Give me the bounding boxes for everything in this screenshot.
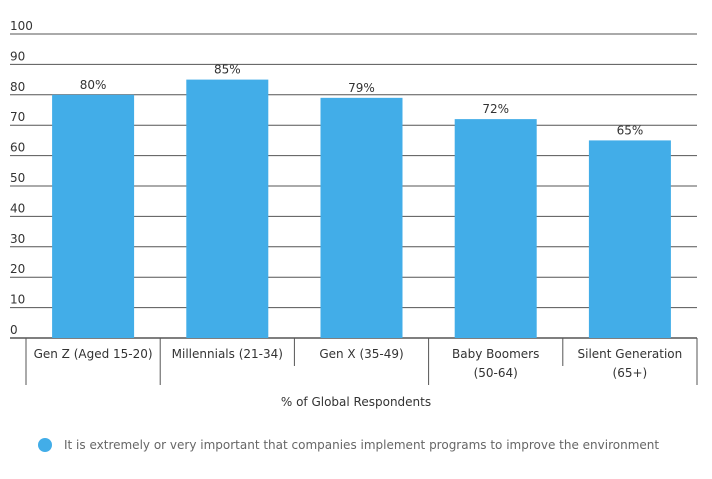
x-tick-label: Gen X (35-49) <box>319 347 403 361</box>
data-label: 80% <box>80 78 107 92</box>
bar <box>186 79 269 338</box>
y-tick-label: 50 <box>10 171 25 185</box>
y-tick-label: 40 <box>10 201 25 215</box>
legend: It is extremely or very important that c… <box>38 438 659 452</box>
bar <box>52 94 135 338</box>
y-tick-label: 10 <box>10 293 25 307</box>
y-tick-label: 80 <box>10 80 25 94</box>
data-label: 72% <box>482 102 509 116</box>
data-label: 65% <box>617 123 644 137</box>
legend-label: It is extremely or very important that c… <box>64 438 660 452</box>
x-tick-label: Gen Z (Aged 15-20) <box>34 347 153 361</box>
data-label: 79% <box>348 81 375 95</box>
bar <box>320 97 403 338</box>
y-tick-label: 70 <box>10 110 25 124</box>
y-tick-label: 60 <box>10 141 25 155</box>
x-tick-label: (65+) <box>613 366 648 380</box>
data-label: 85% <box>214 63 241 77</box>
x-tick-label: Silent Generation <box>578 347 683 361</box>
bar <box>588 140 671 338</box>
y-tick-label: 20 <box>10 262 25 276</box>
bar <box>454 119 537 339</box>
x-tick-label: (50-64) <box>474 366 518 380</box>
x-axis-title: % of Global Respondents <box>281 395 431 409</box>
y-tick-label: 90 <box>10 49 25 63</box>
y-tick-label: 0 <box>10 323 18 337</box>
x-tick-label: Baby Boomers <box>452 347 539 361</box>
y-tick-label: 30 <box>10 232 25 246</box>
y-tick-label: 100 <box>10 19 33 33</box>
x-tick-label: Millennials (21-34) <box>172 347 283 361</box>
legend-swatch <box>38 438 52 452</box>
